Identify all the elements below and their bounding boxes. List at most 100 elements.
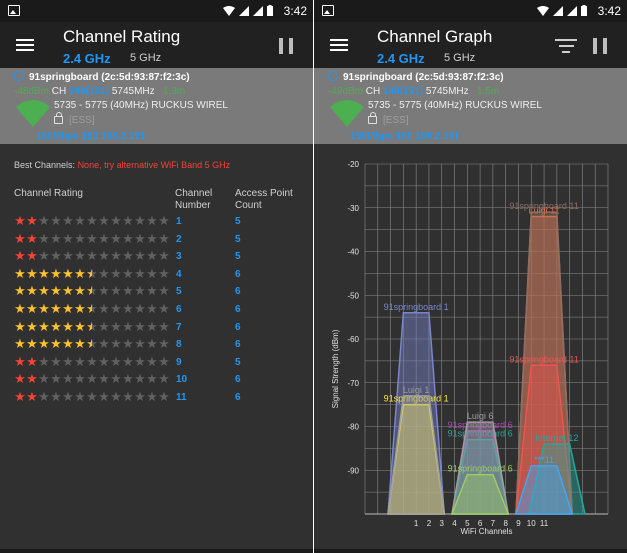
series-label: 91springboard 1 bbox=[384, 302, 449, 312]
star-icon: ★ bbox=[50, 319, 62, 335]
star-icon: ★ bbox=[62, 389, 74, 405]
star-icon: ★ bbox=[62, 248, 74, 264]
status-bar: 3:42 bbox=[314, 0, 627, 22]
star-rating: ★★★★★★★★★★★★★ bbox=[14, 389, 170, 405]
star-icon: ★ bbox=[26, 319, 38, 335]
ap-signal: -48dBm bbox=[14, 86, 49, 97]
ap-name: 91springboard (2c:5d:93:87:f2:3c) bbox=[343, 72, 504, 83]
star-icon: ★ bbox=[62, 354, 74, 370]
star-icon: ★ bbox=[14, 283, 26, 299]
y-tick-label: -90 bbox=[347, 466, 359, 475]
star-icon: ★ bbox=[158, 319, 170, 335]
pause-icon[interactable] bbox=[593, 38, 607, 54]
band-2-4ghz-tab[interactable]: 2.4 GHz bbox=[63, 51, 111, 66]
cell-signal-2-icon bbox=[253, 6, 263, 16]
channel-number: 4 bbox=[176, 269, 182, 280]
lock-icon bbox=[368, 116, 377, 124]
star-icon: ★ bbox=[134, 231, 146, 247]
channel-number: 1 bbox=[176, 216, 182, 227]
page-title: Channel Rating bbox=[63, 27, 180, 47]
header-channel-rating: Channel Rating bbox=[14, 188, 83, 200]
rating-row: ★★★★★★★★★★★★★ 10 6 bbox=[14, 371, 304, 389]
series-label: Luigi 1 bbox=[403, 385, 430, 395]
star-icon: ★ bbox=[38, 319, 50, 335]
menu-icon[interactable] bbox=[16, 39, 34, 51]
star-icon: ★ bbox=[110, 319, 122, 335]
star-icon: ★ bbox=[74, 266, 86, 282]
star-icon: ★ bbox=[158, 283, 170, 299]
star-icon: ★ bbox=[86, 389, 98, 405]
pause-icon[interactable] bbox=[279, 38, 293, 54]
star-icon: ★ bbox=[134, 319, 146, 335]
star-icon: ★ bbox=[74, 283, 86, 299]
menu-icon[interactable] bbox=[330, 39, 348, 51]
star-icon: ★ bbox=[86, 213, 98, 229]
star-icon: ★ bbox=[38, 336, 50, 352]
ap-frequency-range: 5735 - 5775 (40MHz) bbox=[368, 100, 463, 111]
star-icon: ★ bbox=[74, 389, 86, 405]
star-icon: ★ bbox=[26, 231, 38, 247]
page-title: Channel Graph bbox=[377, 27, 492, 47]
star-icon: ★ bbox=[38, 389, 50, 405]
star-icon: ★ bbox=[146, 266, 158, 282]
rating-row: ★★★★★★★★★★★★★ 2 5 bbox=[14, 231, 304, 249]
rating-row: ★★★★★★★★★★★★★ 5 6 bbox=[14, 283, 304, 301]
star-rating: ★★★★★★★★★★★★★ bbox=[14, 248, 170, 264]
channel-graph-screen: 3:42 Channel Graph 2.4 GHz 5 GHz 91sprin… bbox=[314, 0, 627, 553]
band-5ghz-tab[interactable]: 5 GHz bbox=[130, 52, 161, 64]
ap-security: [ESS] bbox=[383, 115, 409, 126]
star-icon: ★ bbox=[62, 371, 74, 387]
star-icon: ★ bbox=[134, 283, 146, 299]
best-channels: Best Channels: None, try alternative WiF… bbox=[14, 160, 230, 170]
star-icon: ★ bbox=[122, 248, 134, 264]
rating-row: ★★★★★★★★★★★★★ 7 6 bbox=[14, 319, 304, 337]
star-icon: ★ bbox=[74, 319, 86, 335]
star-icon: ★ bbox=[26, 336, 38, 352]
image-notification-icon bbox=[322, 5, 334, 16]
star-icon: ★ bbox=[98, 266, 110, 282]
nav-bar-edge bbox=[0, 549, 313, 553]
star-icon: ★ bbox=[86, 336, 98, 352]
band-5ghz-tab[interactable]: 5 GHz bbox=[444, 52, 475, 64]
rating-row: ★★★★★★★★★★★★★ 3 5 bbox=[14, 248, 304, 266]
star-icon: ★ bbox=[122, 336, 134, 352]
best-channels-value: None, try alternative WiFi Band 5 GHz bbox=[78, 160, 231, 170]
star-icon: ★ bbox=[14, 319, 26, 335]
star-icon: ★ bbox=[134, 354, 146, 370]
star-icon: ★ bbox=[50, 266, 62, 282]
ap-security: [ESS] bbox=[69, 115, 95, 126]
series-label: Luigi 6 bbox=[467, 411, 494, 421]
star-icon: ★ bbox=[110, 248, 122, 264]
ap-vendor: RUCKUS WIREL bbox=[465, 100, 542, 111]
cell-signal-icon bbox=[553, 6, 563, 16]
filter-icon[interactable] bbox=[555, 39, 577, 53]
cell-signal-icon bbox=[239, 6, 249, 16]
best-channels-label: Best Channels: bbox=[14, 160, 75, 170]
star-icon: ★ bbox=[134, 301, 146, 317]
star-icon: ★ bbox=[134, 371, 146, 387]
star-icon: ★ bbox=[38, 354, 50, 370]
star-icon: ★ bbox=[38, 283, 50, 299]
star-rating: ★★★★★★★★★★★★★ bbox=[14, 213, 170, 229]
star-icon: ★ bbox=[98, 213, 110, 229]
star-icon: ★ bbox=[134, 389, 146, 405]
ap-count: 6 bbox=[235, 269, 241, 280]
x-tick-label: 10 bbox=[527, 519, 536, 528]
band-2-4ghz-tab[interactable]: 2.4 GHz bbox=[377, 51, 425, 66]
star-icon: ★ bbox=[74, 213, 86, 229]
star-icon: ★ bbox=[38, 266, 50, 282]
star-icon: ★ bbox=[38, 213, 50, 229]
y-tick-label: -30 bbox=[347, 204, 359, 213]
star-icon: ★ bbox=[146, 319, 158, 335]
star-icon: ★ bbox=[122, 319, 134, 335]
star-icon: ★ bbox=[38, 231, 50, 247]
star-icon: ★ bbox=[86, 319, 98, 335]
star-icon: ★ bbox=[158, 371, 170, 387]
star-icon: ★ bbox=[38, 248, 50, 264]
star-icon: ★ bbox=[14, 213, 26, 229]
channel-number: 3 bbox=[176, 251, 182, 262]
star-icon: ★ bbox=[74, 354, 86, 370]
star-icon: ★ bbox=[98, 231, 110, 247]
x-tick-label: 4 bbox=[452, 519, 457, 528]
star-icon: ★ bbox=[146, 213, 158, 229]
